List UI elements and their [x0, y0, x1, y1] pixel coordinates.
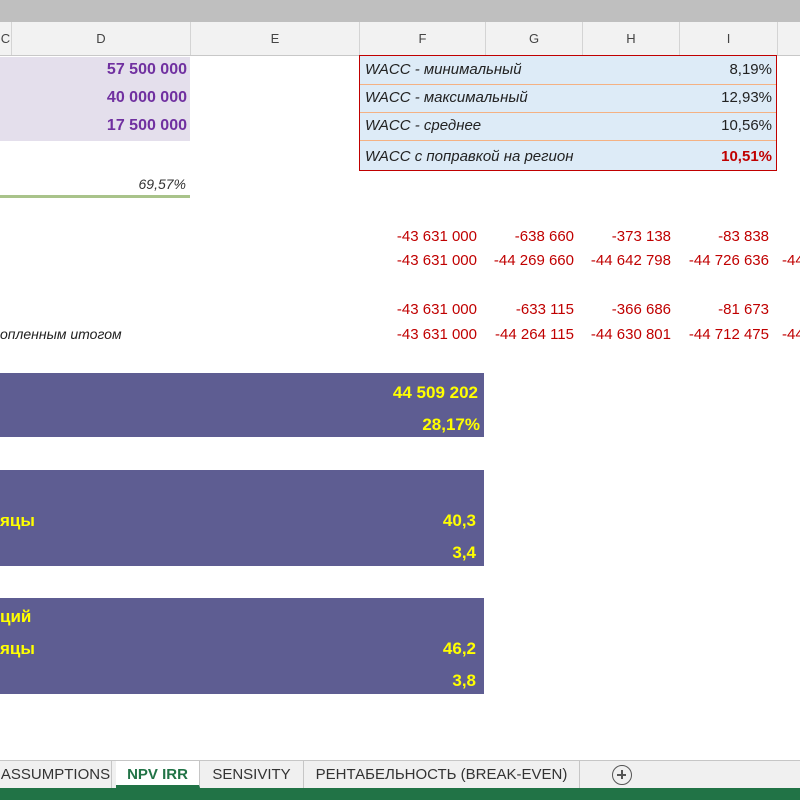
cashflow-cell[interactable]: -83 838: [718, 228, 769, 245]
wacc-row[interactable]: WACC - максимальный 12,93%: [360, 84, 776, 113]
cashflow-cell[interactable]: -44: [782, 252, 800, 269]
wacc-value: 12,93%: [721, 89, 772, 106]
ratio-value[interactable]: 69,57%: [138, 176, 186, 192]
discounted-payback-months-value[interactable]: 46,2: [442, 639, 476, 658]
sheet-tab-assumptions[interactable]: ASSUMPTIONS: [0, 761, 112, 788]
summary-value[interactable]: 17 500 000: [106, 117, 187, 134]
npv-irr-block: 44 509 202 28,17%: [0, 373, 484, 437]
irr-value[interactable]: 28,17%: [422, 415, 480, 434]
cashflow-row-label[interactable]: опленным итогом: [0, 326, 122, 342]
cashflow-cell[interactable]: -43 631 000: [396, 252, 477, 269]
wacc-value: 8,19%: [729, 61, 772, 78]
cashflow-cell[interactable]: -43 631 000: [396, 228, 477, 245]
payback-block: яцы 40,3 3,4: [0, 470, 484, 566]
discounted-payback-years-value[interactable]: 3,8: [452, 671, 476, 690]
column-header-c[interactable]: C: [0, 22, 12, 55]
summary-cell-bg: [0, 85, 190, 113]
cashflow-cell[interactable]: -366 686: [611, 301, 671, 318]
sheet-tab-sensivity[interactable]: SENSIVITY: [200, 761, 304, 788]
wacc-table: WACC - минимальный 8,19% WACC - максимал…: [359, 55, 777, 171]
column-header-g[interactable]: G: [486, 22, 583, 55]
cashflow-cell[interactable]: -43 631 000: [396, 301, 477, 318]
column-header-e[interactable]: E: [191, 22, 360, 55]
cashflow-cell[interactable]: -373 138: [611, 228, 671, 245]
cashflow-cell[interactable]: -44 726 636: [688, 252, 769, 269]
column-header-d[interactable]: D: [12, 22, 191, 55]
sheet-tab-break-even[interactable]: РЕНТАБЕЛЬНОСТЬ (BREAK-EVEN): [304, 761, 580, 788]
wacc-label: WACC - максимальный: [365, 89, 528, 106]
status-bar: [0, 788, 800, 800]
cashflow-cell[interactable]: -81 673: [718, 301, 769, 318]
ribbon-edge: [0, 0, 800, 22]
cashflow-cell[interactable]: -44 642 798: [590, 252, 671, 269]
column-header-f[interactable]: F: [360, 22, 486, 55]
sheet-tab-bar: ASSUMPTIONS NPV IRR SENSIVITY РЕНТАБЕЛЬН…: [0, 760, 800, 788]
wacc-label: WACC с поправкой на регион: [365, 148, 574, 165]
summary-cell-bg: [0, 113, 190, 141]
column-header-h[interactable]: H: [583, 22, 680, 55]
cashflow-cell[interactable]: -44 264 115: [495, 326, 574, 343]
wacc-row[interactable]: WACC - среднее 10,56%: [360, 112, 776, 141]
cashflow-cell[interactable]: -44 712 475: [688, 326, 769, 343]
npv-value[interactable]: 44 509 202: [392, 383, 478, 402]
ratio-underline: [0, 195, 190, 198]
discounted-payback-title[interactable]: ций: [0, 607, 32, 626]
column-header-row: C D E F G H I: [0, 22, 800, 56]
payback-years-value[interactable]: 3,4: [452, 543, 476, 562]
summary-value[interactable]: 40 000 000: [106, 89, 187, 106]
sheet-tab-npv-irr[interactable]: NPV IRR: [116, 761, 200, 788]
discounted-payback-block: ций яцы 46,2 3,8: [0, 598, 484, 694]
wacc-value: 10,56%: [721, 117, 772, 134]
cashflow-cell[interactable]: -638 660: [514, 228, 574, 245]
column-header-i[interactable]: I: [680, 22, 778, 55]
wacc-value-adjusted: 10,51%: [721, 148, 772, 165]
summary-value[interactable]: 57 500 000: [106, 61, 187, 78]
wacc-label: WACC - среднее: [365, 117, 482, 134]
payback-months-value[interactable]: 40,3: [442, 511, 476, 530]
wacc-row[interactable]: WACC - минимальный 8,19%: [360, 56, 776, 85]
summary-cell-bg: [0, 57, 190, 85]
wacc-row[interactable]: WACC с поправкой на регион 10,51%: [360, 140, 776, 170]
payback-months-label[interactable]: яцы: [0, 511, 35, 530]
cashflow-cell[interactable]: -43 631 000: [396, 326, 477, 343]
cashflow-cell[interactable]: -44 630 801: [590, 326, 671, 343]
wacc-label: WACC - минимальный: [365, 61, 522, 78]
cashflow-cell[interactable]: -44: [782, 326, 800, 343]
cashflow-cell[interactable]: -633 115: [515, 301, 574, 318]
plus-circle-icon[interactable]: [612, 765, 632, 785]
discounted-payback-months-label[interactable]: яцы: [0, 639, 35, 658]
cashflow-cell[interactable]: -44 269 660: [493, 252, 574, 269]
